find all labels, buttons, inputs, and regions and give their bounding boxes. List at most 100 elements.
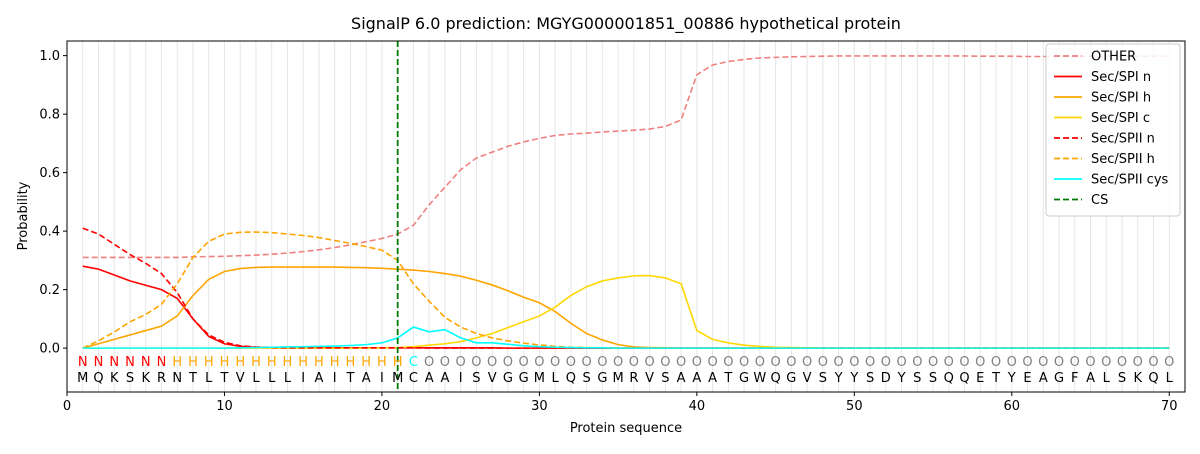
- region-label: O: [1164, 355, 1174, 370]
- residue-label: M: [613, 371, 624, 386]
- y-tick-label: 0.2: [39, 283, 60, 298]
- residue-label: K: [1133, 371, 1142, 386]
- residue-label: L: [205, 371, 213, 386]
- residue-label: V: [803, 371, 812, 386]
- residue-label: T: [219, 371, 228, 386]
- region-label: O: [676, 355, 686, 370]
- residue-label: E: [976, 371, 984, 386]
- residue-label: C: [409, 371, 418, 386]
- residue-label: K: [110, 371, 119, 386]
- legend-entry: OTHER: [1091, 50, 1136, 65]
- x-tick-label: 30: [531, 399, 548, 414]
- residue-label: V: [236, 371, 245, 386]
- region-label: O: [707, 355, 717, 370]
- region-label: N: [94, 355, 104, 370]
- residue-label: A: [1086, 371, 1095, 386]
- residue-label: A: [692, 371, 701, 386]
- legend: OTHER Sec/SPI n Sec/SPI h Sec/SPI c Sec/SPII…: [1045, 43, 1181, 217]
- y-axis-label: Probability: [16, 181, 31, 250]
- x-tick-label: 70: [1161, 399, 1178, 414]
- residue-label: L: [252, 371, 260, 386]
- region-label: O: [456, 355, 466, 370]
- region-label: O: [928, 355, 938, 370]
- region-label: O: [723, 355, 733, 370]
- region-label: O: [896, 355, 906, 370]
- residue-label: T: [991, 371, 1000, 386]
- residue-label: T: [723, 371, 732, 386]
- residue-label: Y: [834, 371, 843, 386]
- region-label: O: [550, 355, 560, 370]
- residue-label: A: [1039, 371, 1048, 386]
- series-lines: [82, 55, 1170, 349]
- region-label: H: [314, 355, 324, 370]
- region-label: H: [172, 355, 182, 370]
- region-label: O: [1022, 355, 1032, 370]
- residue-label: W: [753, 371, 766, 386]
- residue-label: Q: [944, 371, 954, 386]
- region-label: H: [377, 355, 387, 370]
- region-label: H: [267, 355, 277, 370]
- plot-frame: [66, 40, 1186, 393]
- y-tick-label: 0.0: [39, 342, 60, 357]
- series-line-other: [82, 55, 1170, 259]
- region-label: O: [597, 355, 607, 370]
- residue-label: R: [157, 371, 166, 386]
- residue-label: S: [661, 371, 669, 386]
- residue-label: A: [440, 371, 449, 386]
- region-label: H: [393, 355, 403, 370]
- residue-label: Q: [1148, 371, 1158, 386]
- region-label: O: [802, 355, 812, 370]
- x-tick-label: 20: [374, 399, 391, 414]
- region-label: H: [283, 355, 293, 370]
- residue-label: I: [333, 371, 337, 386]
- residue-label: I: [380, 371, 384, 386]
- region-label: N: [109, 355, 119, 370]
- region-label: O: [786, 355, 796, 370]
- grid-lines: [82, 41, 1170, 392]
- residue-label: N: [172, 371, 182, 386]
- residue-label: M: [392, 371, 403, 386]
- region-label: O: [833, 355, 843, 370]
- residue-label: Y: [897, 371, 906, 386]
- region-label: O: [739, 355, 749, 370]
- residue-label: E: [1023, 371, 1031, 386]
- residue-label: G: [786, 371, 796, 386]
- x-tick-label: 50: [846, 399, 863, 414]
- region-label: H: [346, 355, 356, 370]
- region-label: O: [440, 355, 450, 370]
- region-label: H: [235, 355, 245, 370]
- residue-label: Q: [566, 371, 576, 386]
- residue-label: Q: [959, 371, 969, 386]
- legend-entry: CS: [1091, 193, 1108, 208]
- residue-label: G: [503, 371, 513, 386]
- region-label: O: [818, 355, 828, 370]
- residue-label: S: [866, 371, 874, 386]
- region-label: C: [409, 355, 418, 370]
- residue-label: R: [629, 371, 638, 386]
- region-label: H: [220, 355, 230, 370]
- residue-label: S: [472, 371, 480, 386]
- legend-box: [1045, 43, 1181, 217]
- region-label: O: [645, 355, 655, 370]
- series-line-sec-spi-c: [82, 274, 1170, 349]
- x-tick-label: 0: [63, 399, 71, 414]
- legend-entry: Sec/SPII h: [1091, 152, 1155, 167]
- sequence-annotation: NMNQNKNSNKNRHNHTHLHTHVHLHLHLHIHAHIHTHAHI…: [77, 355, 1174, 386]
- region-label: O: [1101, 355, 1111, 370]
- residue-label: G: [739, 371, 749, 386]
- region-label: H: [188, 355, 198, 370]
- residue-label: S: [126, 371, 134, 386]
- residue-label: A: [677, 371, 686, 386]
- residue-label: A: [362, 371, 371, 386]
- residue-label: Q: [93, 371, 103, 386]
- series-line-sec-spii-cys: [82, 326, 1170, 349]
- region-label: N: [141, 355, 151, 370]
- region-label: O: [959, 355, 969, 370]
- region-label: O: [582, 355, 592, 370]
- residue-label: A: [708, 371, 717, 386]
- region-label: O: [1085, 355, 1095, 370]
- x-axis-label: Protein sequence: [570, 421, 682, 436]
- series-line-sec-spi-n: [82, 265, 1170, 349]
- series-line-sec-spii-h: [82, 231, 1170, 349]
